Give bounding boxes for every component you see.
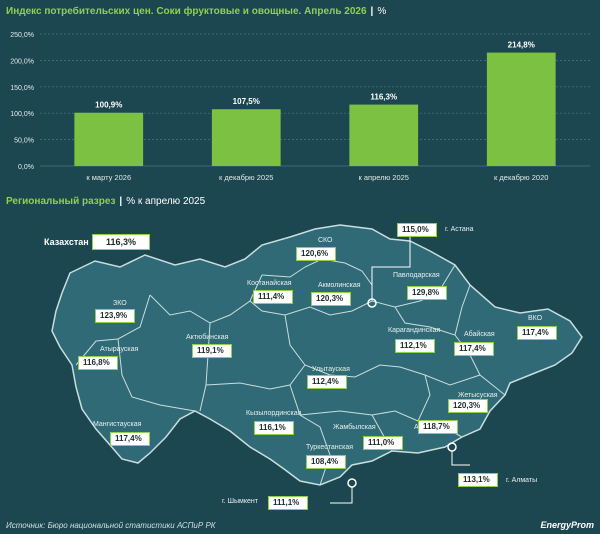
- region-value: 120,3%: [311, 292, 351, 306]
- chart-title: Индекс потребительских цен. Соки фруктов…: [0, 0, 600, 22]
- almaty-marker: [447, 442, 457, 452]
- title-unit: %: [377, 5, 387, 17]
- region-name: Жамбылская: [333, 424, 376, 431]
- bar: [349, 104, 419, 166]
- region-name: Мангистауская: [93, 421, 142, 428]
- data-label: 116,3%: [370, 93, 397, 102]
- region-name: Карагандинская: [388, 327, 441, 334]
- y-tick-label: 100,0%: [10, 111, 34, 118]
- regional-unit: % к апрелю 2025: [126, 196, 206, 207]
- region-value: 117,4%: [517, 326, 557, 340]
- region-name: СКО: [318, 237, 333, 244]
- region-name: Костанайская: [247, 280, 292, 287]
- region-name: Абайская: [464, 331, 495, 338]
- region-value: 112,4%: [307, 375, 347, 389]
- region-value: 116,8%: [78, 356, 118, 370]
- region-value: 118,7%: [418, 420, 458, 434]
- footer: Источник: Бюро национальной статистики А…: [0, 516, 600, 534]
- x-tick-label: к апрелю 2025: [359, 173, 409, 182]
- regional-section-title: Региональный разрез | % к апрелю 2025: [6, 196, 205, 207]
- region-name: Акмолинская: [318, 282, 361, 289]
- region-value: 117,4%: [110, 432, 150, 446]
- region-value: 111,1%: [268, 496, 308, 510]
- region-name: г. Шымкент: [222, 498, 258, 505]
- regional-separator: |: [119, 196, 123, 207]
- region-value: 120,6%: [296, 247, 336, 261]
- region-value: 116,1%: [254, 421, 294, 435]
- region-value: 115,0%: [397, 223, 437, 237]
- bar: [486, 52, 556, 166]
- region-name: Актюбинская: [186, 334, 229, 341]
- region-name: Павлодарская: [393, 272, 440, 279]
- city-leader-lines: [330, 231, 470, 504]
- bar: [74, 112, 144, 166]
- region-value: 111,4%: [253, 290, 293, 304]
- x-tick-label: к декабрю 2025: [219, 173, 273, 182]
- region-value: 112,1%: [395, 339, 435, 353]
- data-label: 214,8%: [508, 41, 535, 50]
- region-value: 120,3%: [448, 399, 488, 413]
- y-tick-label: 0,0%: [18, 164, 34, 171]
- y-tick-label: 150,0%: [10, 85, 34, 92]
- region-value: 113,1%: [458, 473, 498, 487]
- region-name: Атырауская: [100, 346, 139, 353]
- title-separator: |: [370, 5, 374, 17]
- region-name: Кызылординская: [246, 410, 302, 417]
- source-text: Источник: Бюро национальной статистики А…: [6, 520, 216, 530]
- shymkent-marker: [347, 478, 357, 488]
- y-tick-label: 200,0%: [10, 58, 34, 65]
- region-name: ЗКО: [113, 300, 127, 307]
- bar-chart: 0,0% 50,0% 100,0% 150,0% 200,0% 250,0% 100,9% к…: [10, 32, 590, 182]
- region-name: Туркестанская: [306, 444, 354, 451]
- y-tick-label: 250,0%: [10, 32, 34, 39]
- energyprom-logo: EnergyProm: [540, 520, 594, 530]
- title-text: Индекс потребительских цен. Соки фруктов…: [6, 5, 367, 17]
- region-name: г. Алматы: [506, 477, 538, 484]
- kazakhstan-value: 116,3%: [92, 234, 150, 250]
- region-value: 119,1%: [192, 344, 232, 358]
- y-tick-label: 50,0%: [14, 138, 34, 145]
- region-name: Улытауская: [312, 366, 350, 373]
- data-label: 100,9%: [95, 101, 122, 110]
- region-value: 123,9%: [95, 309, 135, 323]
- x-tick-label: к марту 2026: [86, 173, 131, 182]
- region-value: 117,4%: [454, 342, 494, 356]
- x-tick-label: к декабрю 2020: [494, 173, 548, 182]
- region-value: 129,8%: [407, 286, 447, 300]
- kazakhstan-label: Казахстан: [44, 237, 89, 247]
- region-name: ВКО: [528, 315, 543, 322]
- region-value: 108,4%: [306, 455, 346, 469]
- region-name: г. Астана: [445, 226, 474, 233]
- data-label: 107,5%: [233, 97, 260, 106]
- bar: [211, 109, 281, 166]
- regional-title: Региональный разрез: [6, 196, 116, 207]
- region-value: 111,0%: [363, 436, 403, 450]
- region-name: Жетысуская: [458, 392, 498, 399]
